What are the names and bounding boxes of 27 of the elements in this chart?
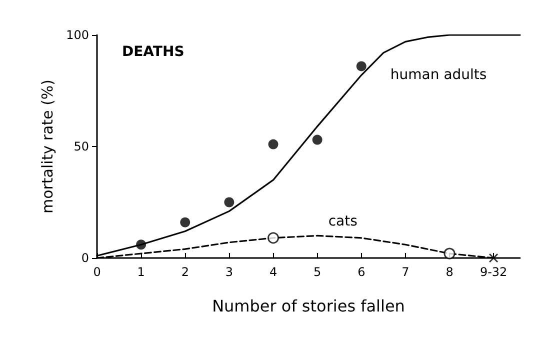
y-tick-label: 100: [66, 28, 89, 42]
point: [268, 232, 279, 244]
series-label: cats: [328, 214, 358, 230]
y-tick-label: 50: [74, 140, 89, 154]
point: [356, 61, 366, 72]
point: [268, 139, 278, 150]
point: [312, 134, 322, 145]
point: [488, 253, 498, 263]
y-tick-label: 0: [81, 251, 89, 265]
x-tick-label: 8: [446, 265, 454, 279]
x-tick-label: 1: [137, 265, 145, 279]
x-tick-label: 0: [93, 265, 101, 279]
x-tick-label: 9-32: [480, 265, 508, 279]
point: [180, 217, 190, 228]
x-tick-label: 6: [358, 265, 366, 279]
x-tick-label: 3: [225, 265, 234, 279]
x-tick-label: 4: [269, 265, 278, 279]
series-label: human adults: [390, 66, 487, 83]
x-tick-label: 7: [402, 265, 410, 279]
x-tick-label: 2: [181, 265, 189, 279]
point: [136, 240, 146, 250]
x-axis-title: Number of stories fallen: [212, 296, 405, 316]
y-axis-title: mortality rate (%): [38, 79, 56, 214]
annotation: DEATHS: [122, 44, 184, 60]
x-tick-label: 5: [313, 265, 322, 279]
point: [444, 248, 456, 260]
point: [224, 197, 234, 208]
